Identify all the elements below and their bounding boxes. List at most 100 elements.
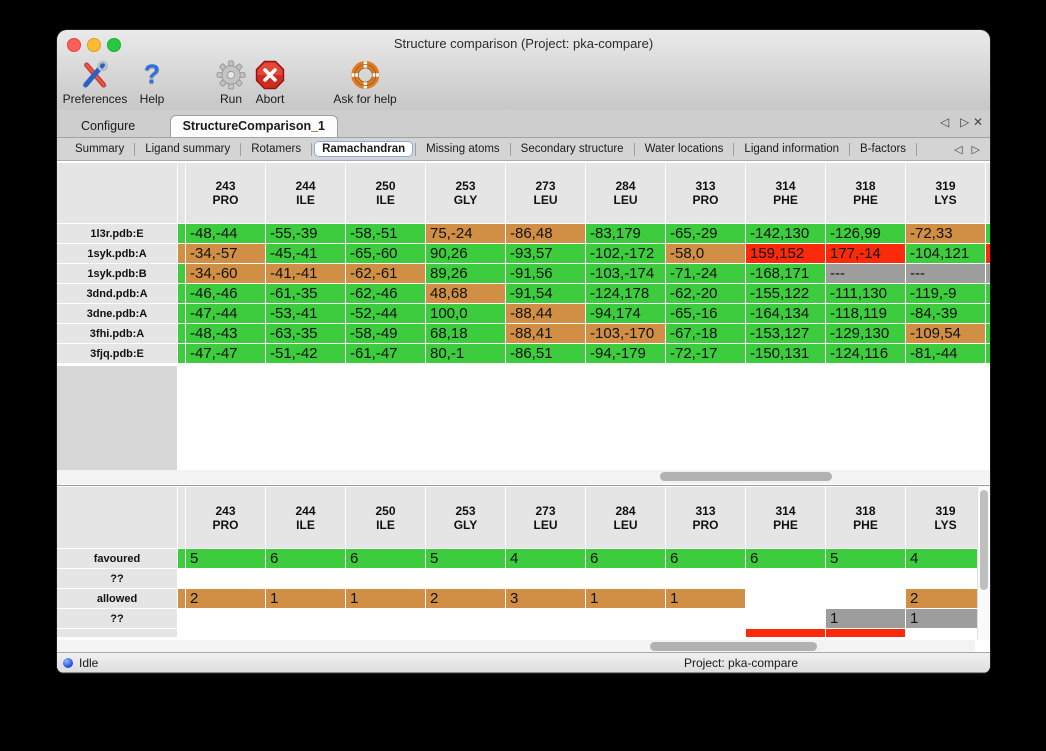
table-cell[interactable] bbox=[826, 569, 905, 588]
table-cell[interactable]: -103,-174 bbox=[586, 264, 665, 283]
subtab-ramachandran[interactable]: Ramachandran bbox=[314, 141, 414, 157]
table-cell[interactable]: -126,99 bbox=[826, 224, 905, 243]
table-cell[interactable] bbox=[346, 609, 425, 628]
table-cell[interactable]: -47,-44 bbox=[186, 304, 265, 323]
table-cell[interactable] bbox=[266, 629, 345, 637]
table-cell[interactable]: -48,-44 bbox=[186, 224, 265, 243]
table-cell[interactable] bbox=[266, 609, 345, 628]
table-cell[interactable]: -47,-47 bbox=[186, 344, 265, 363]
table-cell[interactable] bbox=[746, 569, 825, 588]
table-cell[interactable]: -150,131 bbox=[746, 344, 825, 363]
table-cell[interactable]: -91,56 bbox=[506, 264, 585, 283]
tab-configure[interactable]: Configure bbox=[81, 119, 136, 133]
table-cell[interactable]: 89,26 bbox=[426, 264, 505, 283]
table-cell[interactable]: --- bbox=[826, 264, 905, 283]
table-cell[interactable] bbox=[266, 569, 345, 588]
table-cell[interactable]: -124,178 bbox=[586, 284, 665, 303]
table-cell[interactable]: -72,33 bbox=[906, 224, 985, 243]
tab-scroll-right-icon[interactable]: ▷ bbox=[960, 115, 970, 129]
table-cell[interactable]: -48,-43 bbox=[186, 324, 265, 343]
table-cell[interactable]: -65,-16 bbox=[666, 304, 745, 323]
table-cell[interactable]: -65,-29 bbox=[666, 224, 745, 243]
table-cell[interactable]: -129,130 bbox=[826, 324, 905, 343]
table-cell[interactable]: -53,-41 bbox=[266, 304, 345, 323]
ask-for-help-button[interactable]: Ask for help bbox=[333, 58, 397, 108]
subtab-ligand-summary[interactable]: Ligand summary bbox=[145, 143, 231, 155]
table-cell[interactable] bbox=[426, 569, 505, 588]
table-cell[interactable]: 90,26 bbox=[426, 244, 505, 263]
table-cell[interactable]: -72,-17 bbox=[666, 344, 745, 363]
table-cell[interactable]: -119,-9 bbox=[906, 284, 985, 303]
table-cell[interactable] bbox=[506, 609, 585, 628]
table-cell[interactable]: 6 bbox=[266, 549, 345, 568]
preferences-button[interactable]: Preferences bbox=[63, 58, 127, 108]
subtab-secondary-structure[interactable]: Secondary structure bbox=[520, 143, 624, 155]
table-cell[interactable]: -118,119 bbox=[826, 304, 905, 323]
table-cell[interactable]: 1 bbox=[266, 589, 345, 608]
table-cell[interactable]: 159,152 bbox=[746, 244, 825, 263]
table-cell[interactable] bbox=[346, 629, 425, 637]
table-cell[interactable] bbox=[826, 589, 905, 608]
table-cell[interactable]: -46,-46 bbox=[186, 284, 265, 303]
table-cell[interactable]: -61,-35 bbox=[266, 284, 345, 303]
table-cell[interactable]: -111,130 bbox=[826, 284, 905, 303]
table-cell[interactable] bbox=[586, 569, 665, 588]
table-cell[interactable]: -55,-39 bbox=[266, 224, 345, 243]
table-cell[interactable]: -45,-41 bbox=[266, 244, 345, 263]
table-cell[interactable]: 3 bbox=[506, 589, 585, 608]
table-cell[interactable]: -88,44 bbox=[506, 304, 585, 323]
bottom-vertical-scrollbar-thumb[interactable] bbox=[980, 490, 988, 590]
table-cell[interactable] bbox=[506, 569, 585, 588]
bottom-horizontal-scrollbar-thumb[interactable] bbox=[650, 642, 817, 651]
table-cell[interactable]: -155,122 bbox=[746, 284, 825, 303]
table-cell[interactable]: 4 bbox=[506, 549, 585, 568]
subtab-scroll-right-icon[interactable]: ▷ bbox=[971, 143, 980, 156]
table-cell[interactable] bbox=[426, 629, 505, 637]
table-cell[interactable]: -84,-39 bbox=[906, 304, 985, 323]
table-cell[interactable]: -86,48 bbox=[506, 224, 585, 243]
top-horizontal-scrollbar-thumb[interactable] bbox=[660, 472, 832, 481]
zoom-window-button[interactable] bbox=[107, 38, 121, 52]
table-cell[interactable] bbox=[666, 629, 745, 637]
table-cell[interactable]: -83,179 bbox=[586, 224, 665, 243]
table-cell[interactable]: -81,-44 bbox=[906, 344, 985, 363]
table-cell[interactable]: 2 bbox=[426, 589, 505, 608]
table-cell[interactable]: 5 bbox=[426, 549, 505, 568]
table-cell[interactable]: -52,-44 bbox=[346, 304, 425, 323]
table-cell[interactable] bbox=[186, 569, 265, 588]
table-cell[interactable]: -62,-20 bbox=[666, 284, 745, 303]
table-cell[interactable]: -67,-18 bbox=[666, 324, 745, 343]
table-cell[interactable]: -104,121 bbox=[906, 244, 985, 263]
table-cell[interactable]: 1 bbox=[586, 589, 665, 608]
table-cell[interactable]: -86,51 bbox=[506, 344, 585, 363]
table-cell[interactable]: -62,-61 bbox=[346, 264, 425, 283]
abort-button[interactable]: Abort bbox=[255, 58, 285, 108]
table-cell[interactable]: -94,174 bbox=[586, 304, 665, 323]
table-cell[interactable]: -88,41 bbox=[506, 324, 585, 343]
subtab-summary[interactable]: Summary bbox=[75, 143, 125, 155]
table-cell[interactable] bbox=[906, 569, 985, 588]
tab-scroll-left-icon[interactable]: ◁ bbox=[940, 115, 950, 129]
run-button[interactable]: Run bbox=[216, 58, 246, 108]
table-cell[interactable] bbox=[586, 629, 665, 637]
table-cell[interactable]: 177,-14 bbox=[826, 244, 905, 263]
table-cell[interactable]: -65,-60 bbox=[346, 244, 425, 263]
table-cell[interactable]: 75,-24 bbox=[426, 224, 505, 243]
table-cell[interactable] bbox=[666, 609, 745, 628]
table-cell[interactable]: -51,-42 bbox=[266, 344, 345, 363]
table-cell[interactable] bbox=[346, 569, 425, 588]
table-cell[interactable]: -62,-46 bbox=[346, 284, 425, 303]
table-cell[interactable]: 1 bbox=[346, 589, 425, 608]
table-cell[interactable] bbox=[426, 609, 505, 628]
subtab-scroll-left-icon[interactable]: ◁ bbox=[954, 143, 963, 156]
table-cell[interactable]: -124,116 bbox=[826, 344, 905, 363]
table-cell[interactable]: 6 bbox=[586, 549, 665, 568]
table-cell[interactable] bbox=[186, 629, 265, 637]
table-cell[interactable]: -71,-24 bbox=[666, 264, 745, 283]
table-cell[interactable]: -168,171 bbox=[746, 264, 825, 283]
table-cell[interactable]: -58,0 bbox=[666, 244, 745, 263]
tab-close-icon[interactable]: ✕ bbox=[973, 115, 984, 129]
table-cell[interactable]: -58,-51 bbox=[346, 224, 425, 243]
table-cell[interactable]: 100,0 bbox=[426, 304, 505, 323]
table-cell[interactable]: 6 bbox=[346, 549, 425, 568]
